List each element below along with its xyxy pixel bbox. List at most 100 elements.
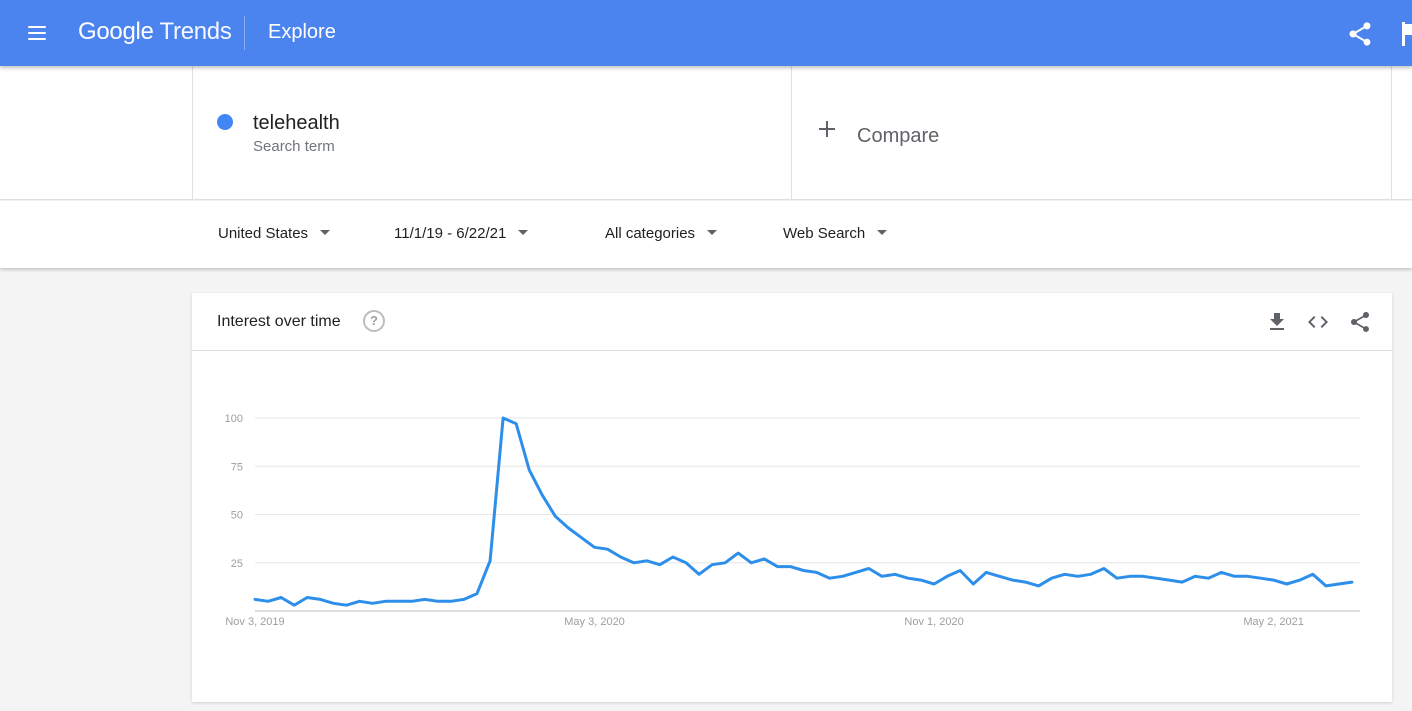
data-point[interactable]	[474, 591, 480, 597]
data-point[interactable]	[866, 566, 872, 572]
data-point[interactable]	[722, 560, 728, 566]
data-point[interactable]	[983, 569, 989, 575]
data-point[interactable]	[801, 567, 807, 573]
data-point[interactable]	[565, 525, 571, 531]
data-point[interactable]	[1297, 577, 1303, 583]
data-point[interactable]	[814, 569, 820, 575]
data-point[interactable]	[1258, 575, 1264, 581]
data-point[interactable]	[605, 546, 611, 552]
data-point[interactable]	[383, 598, 389, 604]
data-point[interactable]	[578, 535, 584, 541]
data-point[interactable]	[435, 598, 441, 604]
data-point[interactable]	[330, 600, 336, 606]
data-point[interactable]	[396, 598, 402, 604]
data-point[interactable]	[957, 567, 963, 573]
data-point[interactable]	[735, 550, 741, 556]
data-point[interactable]	[278, 594, 284, 600]
data-point[interactable]	[291, 602, 297, 608]
data-point[interactable]	[631, 560, 637, 566]
data-point[interactable]	[356, 598, 362, 604]
data-point[interactable]	[748, 560, 754, 566]
interest-over-time-chart[interactable]: 25 50 75 100 Nov 3, 2019 May 3, 2020 Nov 1, 20…	[192, 351, 1392, 702]
data-point[interactable]	[1075, 573, 1081, 579]
data-point[interactable]	[1127, 573, 1133, 579]
data-point[interactable]	[1153, 575, 1159, 581]
data-point[interactable]	[1036, 583, 1042, 589]
data-point[interactable]	[422, 596, 428, 602]
share-icon[interactable]	[1346, 20, 1374, 48]
menu-icon[interactable]	[24, 21, 52, 45]
data-point[interactable]	[931, 581, 937, 587]
search-type-dropdown[interactable]: Web Search	[783, 225, 888, 242]
data-point[interactable]	[1349, 579, 1355, 585]
data-point[interactable]	[552, 513, 558, 519]
compare-button[interactable]: Compare	[792, 66, 1392, 200]
data-point[interactable]	[761, 556, 767, 562]
data-point[interactable]	[787, 564, 793, 570]
data-point[interactable]	[774, 564, 780, 570]
embed-icon[interactable]	[1306, 310, 1330, 334]
data-point[interactable]	[1062, 571, 1068, 577]
data-point[interactable]	[409, 598, 415, 604]
search-term-name[interactable]: telehealth	[253, 112, 340, 134]
data-point[interactable]	[1140, 573, 1146, 579]
category-dropdown[interactable]: All categories	[605, 225, 718, 242]
data-point[interactable]	[1192, 573, 1198, 579]
data-point[interactable]	[1088, 571, 1094, 577]
search-term-card[interactable]: telehealth Search term	[192, 66, 792, 200]
data-point[interactable]	[252, 596, 258, 602]
data-point[interactable]	[526, 467, 532, 473]
data-point[interactable]	[500, 415, 506, 421]
data-point[interactable]	[304, 594, 310, 600]
data-point[interactable]	[539, 492, 545, 498]
download-icon[interactable]	[1265, 310, 1289, 334]
series-line-telehealth[interactable]	[253, 416, 1354, 607]
data-point[interactable]	[1336, 581, 1342, 587]
data-point[interactable]	[461, 596, 467, 602]
data-point[interactable]	[696, 571, 702, 577]
data-point[interactable]	[918, 577, 924, 583]
help-icon[interactable]: ?	[363, 310, 385, 332]
data-point[interactable]	[1245, 573, 1251, 579]
region-dropdown[interactable]: United States	[218, 225, 331, 242]
data-point[interactable]	[670, 554, 676, 560]
data-point[interactable]	[1231, 573, 1237, 579]
data-point[interactable]	[1114, 575, 1120, 581]
data-point[interactable]	[618, 554, 624, 560]
data-point[interactable]	[892, 571, 898, 577]
data-point[interactable]	[944, 573, 950, 579]
time-range-dropdown[interactable]: 11/1/19 - 6/22/21	[394, 225, 529, 242]
data-point[interactable]	[683, 560, 689, 566]
data-point[interactable]	[265, 598, 271, 604]
data-point[interactable]	[1179, 579, 1185, 585]
share-icon[interactable]	[1348, 310, 1372, 334]
data-point[interactable]	[905, 575, 911, 581]
data-point[interactable]	[1049, 575, 1055, 581]
data-point[interactable]	[343, 602, 349, 608]
google-trends-logo[interactable]: Google Trends	[78, 18, 232, 46]
data-point[interactable]	[1009, 577, 1015, 583]
data-point[interactable]	[1218, 569, 1224, 575]
data-point[interactable]	[1205, 575, 1211, 581]
data-point[interactable]	[1323, 583, 1329, 589]
data-point[interactable]	[513, 421, 519, 427]
data-point[interactable]	[1310, 571, 1316, 577]
data-point[interactable]	[709, 562, 715, 568]
feedback-flag-icon[interactable]	[1402, 22, 1412, 46]
data-point[interactable]	[1101, 566, 1107, 572]
data-point[interactable]	[657, 562, 663, 568]
data-point[interactable]	[996, 573, 1002, 579]
data-point[interactable]	[1166, 577, 1172, 583]
data-point[interactable]	[1271, 577, 1277, 583]
data-point[interactable]	[827, 575, 833, 581]
data-point[interactable]	[592, 544, 598, 550]
data-point[interactable]	[840, 573, 846, 579]
data-point[interactable]	[853, 569, 859, 575]
data-point[interactable]	[317, 596, 323, 602]
data-point[interactable]	[644, 558, 650, 564]
data-point[interactable]	[487, 558, 493, 564]
data-point[interactable]	[879, 573, 885, 579]
data-point[interactable]	[970, 581, 976, 587]
data-point[interactable]	[370, 600, 376, 606]
data-point[interactable]	[1023, 579, 1029, 585]
